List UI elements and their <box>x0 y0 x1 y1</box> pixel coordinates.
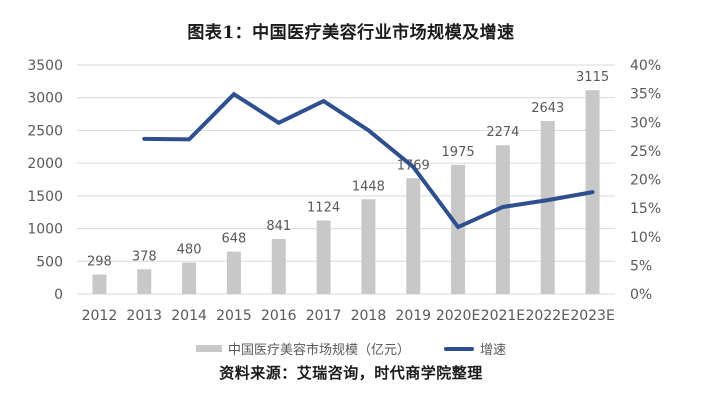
growth-line <box>142 91 595 230</box>
bar-value-label: 648 <box>222 232 247 247</box>
right-tick-label: 40% <box>630 58 661 74</box>
bar-value-label: 1124 <box>307 200 340 215</box>
bar-swatch-icon <box>195 345 222 352</box>
chart-title: 图表1：中国医疗美容行业市场规模及增速 <box>187 23 515 43</box>
bar-value-label: 2274 <box>486 125 519 140</box>
x-tick-label: 2014 <box>171 308 207 324</box>
x-axis: 2012 2013 2014 2015 2016 2017 2018 2019 2020E 202… <box>82 308 615 324</box>
x-tick-label: 2015 <box>216 308 252 324</box>
bar-data-labels: 298 378 4806488411124144817691975227426433… <box>87 70 609 269</box>
line-swatch-icon <box>444 346 474 351</box>
left-tick-label: 1000 <box>27 222 63 238</box>
bar-value-label: 378 <box>132 249 157 264</box>
legend-bar-label: 中国医疗美容市场规模（亿元） <box>227 343 410 358</box>
bar <box>451 164 466 294</box>
bar-value-label: 1448 <box>352 179 385 194</box>
bar <box>137 269 152 294</box>
x-tick-label: 2021E <box>481 308 525 324</box>
bar <box>540 121 555 294</box>
right-tick-label: 15% <box>630 201 661 217</box>
right-tick-label: 25% <box>630 144 661 160</box>
x-tick-label: 2022E <box>526 308 570 324</box>
left-tick-label: 0 <box>54 287 63 303</box>
right-tick-label: 5% <box>630 258 652 274</box>
bar-value-label: 298 <box>87 255 112 270</box>
x-tick-label: 2016 <box>261 308 297 324</box>
bar <box>406 178 421 294</box>
bar-value-label: 2643 <box>531 101 564 116</box>
source-note: 资料来源：艾瑞咨询，时代商学院整理 <box>219 364 483 382</box>
bar <box>271 238 286 294</box>
line-series <box>142 91 595 230</box>
x-tick-label: 2013 <box>126 308 162 324</box>
x-tick-label: 2020E <box>436 308 480 324</box>
bar-value-label: 841 <box>266 219 291 234</box>
left-tick-label: 3500 <box>27 58 63 74</box>
left-tick-label: 2000 <box>27 156 63 172</box>
left-tick-label: 500 <box>36 254 63 270</box>
gridlines <box>77 64 615 295</box>
x-tick-label: 2023E <box>570 308 614 324</box>
bar <box>495 145 510 294</box>
bar <box>92 274 107 294</box>
bar-value-label: 3115 <box>576 70 609 85</box>
bar <box>226 251 241 294</box>
x-tick-label: 2012 <box>82 308 118 324</box>
bar-value-label: 1975 <box>442 145 475 160</box>
legend-item-market-size: 中国医疗美容市场规模（亿元） <box>195 339 410 358</box>
legend-item-growth: 增速 <box>444 339 506 358</box>
left-tick-label: 1500 <box>27 189 63 205</box>
bar <box>361 199 376 294</box>
right-tick-label: 20% <box>630 173 661 189</box>
left-tick-label: 2500 <box>27 123 63 139</box>
bar-value-label: 480 <box>177 243 202 258</box>
bar-series <box>92 90 600 294</box>
right-axis: 0% 5% 10% 15% 20% 25% 30% 35% 40% <box>630 58 661 303</box>
left-tick-label: 3000 <box>27 91 63 107</box>
bar <box>316 220 331 294</box>
right-tick-label: 30% <box>630 115 661 131</box>
right-tick-label: 0% <box>630 287 652 303</box>
x-tick-label: 2019 <box>395 308 431 324</box>
legend: 中国医疗美容市场规模（亿元） 增速 <box>0 339 702 358</box>
legend-line-label: 增速 <box>480 343 507 358</box>
x-tick-label: 2017 <box>306 308 342 324</box>
right-tick-label: 10% <box>630 230 661 246</box>
right-tick-label: 35% <box>630 87 661 103</box>
bar <box>182 262 197 294</box>
left-axis: 0 500 1000 1500 2000 2500 3000 3500 <box>27 58 63 303</box>
x-tick-label: 2018 <box>351 308 387 324</box>
